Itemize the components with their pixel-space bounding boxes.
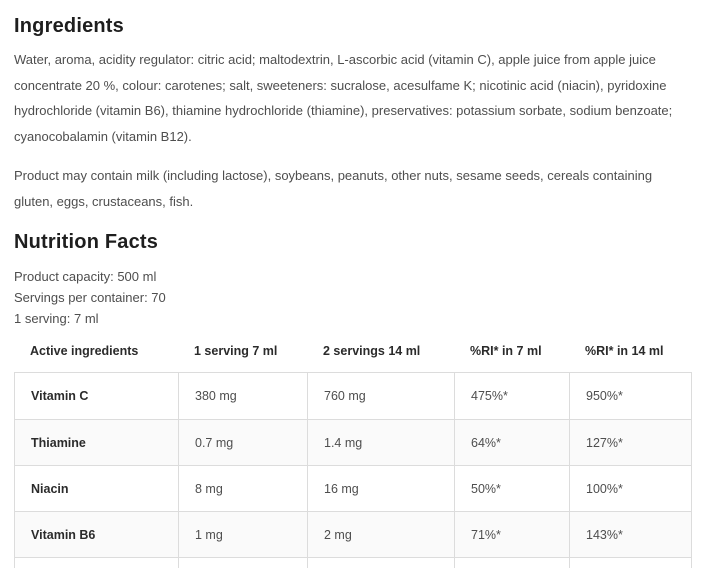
serving1-value: 8 mg: [179, 466, 308, 511]
serving2-value: 1.4 mg: [308, 420, 455, 465]
serving1-value: 380 mg: [179, 373, 308, 419]
column-header-active-ingredients: Active ingredients: [30, 344, 139, 358]
ri-14ml-value: 127%*: [586, 435, 623, 450]
nutrition-table-header-row: Active ingredients 1 serving 7 ml 2 serv…: [14, 343, 692, 360]
table-row-vitamin-c: Vitamin C 380 mg 760 mg 475%* 950%*: [15, 373, 691, 419]
ingredient-name: Vitamin B12: [15, 558, 179, 568]
serving-size-line: 1 serving: 7 ml: [14, 311, 99, 326]
serving2-value: 3.8 µg: [308, 558, 455, 568]
ri-14ml-value: 152%*: [570, 558, 691, 568]
nutrition-facts-section-title: Nutrition Facts: [14, 231, 159, 253]
table-row-vitamin-b6: Vitamin B6 1 mg 2 mg 71%* 143%*: [15, 511, 691, 557]
ingredient-name: Thiamine: [15, 420, 179, 465]
ri-7ml-value: 71%*: [455, 512, 570, 557]
table-row-thiamine: Thiamine 0.7 mg 1.4 mg 64%* 127%*: [15, 419, 691, 465]
serving2-value: 2 mg: [308, 512, 455, 557]
ri-14ml-value: 143%*: [586, 527, 623, 542]
ri-7ml-value: 64%*: [455, 420, 570, 465]
serving2-value: 16 mg: [308, 466, 455, 511]
column-header-2-servings: 2 servings 14 ml: [323, 344, 421, 358]
serving1-value: 0.7 mg: [179, 420, 308, 465]
nutrition-table: Vitamin C 380 mg 760 mg 475%* 950%* Thia…: [14, 372, 692, 568]
ri-7ml-value: 50%*: [455, 466, 570, 511]
serving2-value: 760 mg: [308, 373, 455, 419]
ingredient-name: Niacin: [15, 466, 179, 511]
column-header-1-serving: 1 serving 7 ml: [194, 344, 278, 358]
ingredients-section-title: Ingredients: [14, 15, 124, 37]
serving1-value: 1.9 µg: [179, 558, 308, 568]
ri-7ml-value: 475%*: [455, 373, 570, 419]
ingredients-list-paragraph: Water, aroma, acidity regulator: citric …: [14, 52, 673, 144]
allergen-warning-paragraph: Product may contain milk (including lact…: [14, 168, 653, 209]
ri-14ml-value: 100%*: [586, 481, 623, 496]
serving-info-block: Product capacity: 500 ml Servings per co…: [14, 266, 694, 329]
ri-14ml-value: 950%*: [586, 389, 623, 403]
servings-per-container-line: Servings per container: 70: [14, 290, 166, 305]
ingredient-name: Vitamin C: [15, 373, 179, 419]
table-row-niacin: Niacin 8 mg 16 mg 50%* 100%*: [15, 465, 691, 511]
column-header-ri-14ml: %RI* in 14 ml: [585, 344, 664, 358]
product-capacity-line: Product capacity: 500 ml: [14, 269, 157, 284]
ri-7ml-value: 76%*: [455, 558, 570, 568]
ingredient-name: Vitamin B6: [15, 512, 179, 557]
column-header-ri-7ml: %RI* in 7 ml: [470, 344, 542, 358]
serving1-value: 1 mg: [179, 512, 308, 557]
table-row-vitamin-b12: Vitamin B12 1.9 µg 3.8 µg 76%* 152%*: [15, 557, 691, 568]
